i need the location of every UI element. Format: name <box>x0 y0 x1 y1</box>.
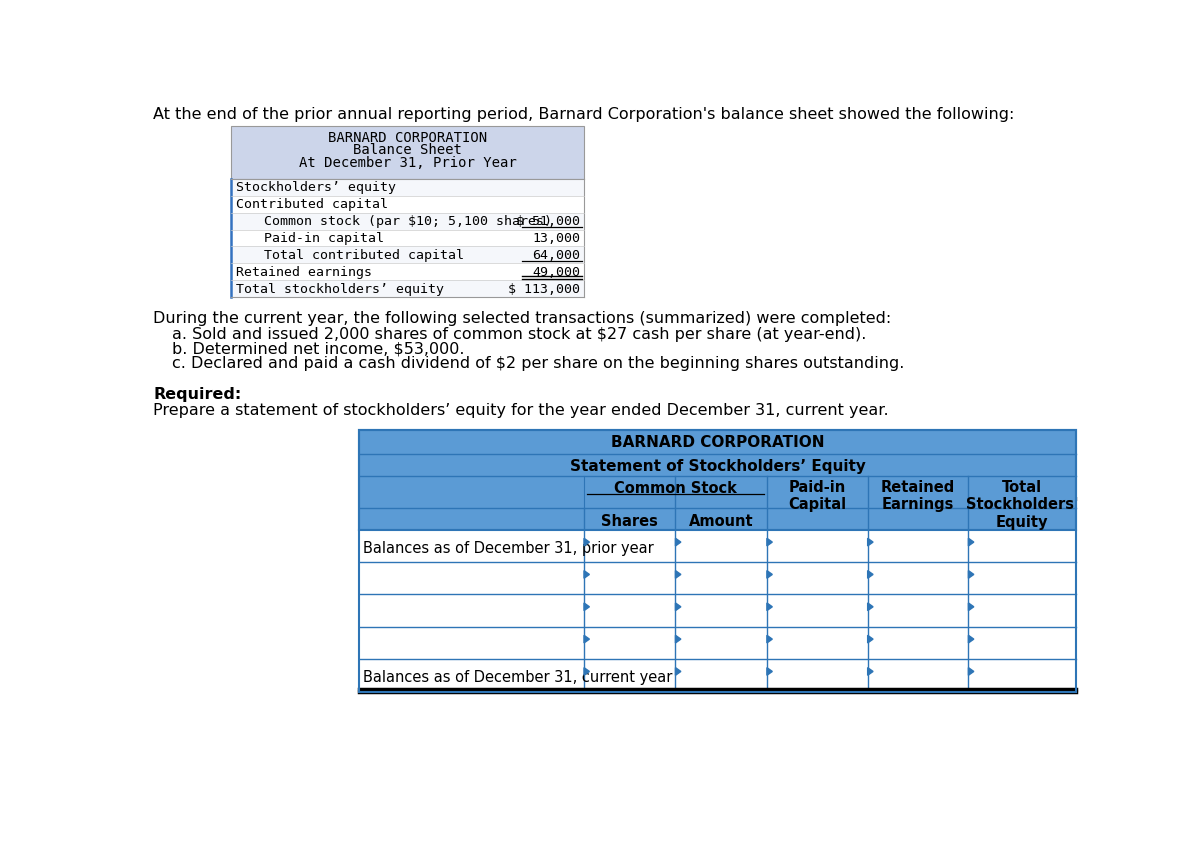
Bar <box>359 659 1076 691</box>
Text: Retained earnings: Retained earnings <box>236 266 372 278</box>
Bar <box>359 627 1076 659</box>
Polygon shape <box>868 635 874 643</box>
Polygon shape <box>868 668 874 675</box>
Polygon shape <box>968 538 974 546</box>
Bar <box>359 595 1076 627</box>
Polygon shape <box>968 570 974 579</box>
Text: Paid-in
Capital: Paid-in Capital <box>788 479 846 512</box>
Text: Total stockholders’ equity: Total stockholders’ equity <box>236 283 444 296</box>
Text: Total
Stockholders'
Equity: Total Stockholders' Equity <box>966 479 1079 530</box>
Text: 49,000: 49,000 <box>532 266 580 278</box>
Polygon shape <box>767 668 773 675</box>
Text: BARNARD CORPORATION: BARNARD CORPORATION <box>611 435 824 450</box>
Polygon shape <box>584 603 589 611</box>
Text: Amount: Amount <box>689 514 754 529</box>
Text: Statement of Stockholders’ Equity: Statement of Stockholders’ Equity <box>570 459 865 474</box>
Polygon shape <box>868 603 874 611</box>
Text: Prepare a statement of stockholders’ equity for the year ended December 31, curr: Prepare a statement of stockholders’ equ… <box>154 403 889 418</box>
Text: Shares: Shares <box>601 514 658 529</box>
Polygon shape <box>767 538 773 546</box>
Polygon shape <box>676 538 680 546</box>
Polygon shape <box>584 635 589 643</box>
Bar <box>232 263 584 280</box>
Text: Required:: Required: <box>154 388 241 402</box>
Text: Common stock (par $10; 5,100 shares): Common stock (par $10; 5,100 shares) <box>264 215 552 228</box>
Polygon shape <box>767 603 773 611</box>
Polygon shape <box>676 635 680 643</box>
Bar <box>232 246 584 263</box>
Polygon shape <box>584 570 589 579</box>
Polygon shape <box>676 603 680 611</box>
Polygon shape <box>767 570 773 579</box>
Text: At December 31, Prior Year: At December 31, Prior Year <box>299 156 516 170</box>
Text: Contributed capital: Contributed capital <box>236 198 388 211</box>
Text: BARNARD CORPORATION: BARNARD CORPORATION <box>328 131 487 145</box>
Text: During the current year, the following selected transactions (summarized) were c: During the current year, the following s… <box>154 311 892 326</box>
Polygon shape <box>676 570 680 579</box>
Text: b. Determined net income, $53,000.: b. Determined net income, $53,000. <box>172 341 464 356</box>
Text: c. Declared and paid a cash dividend of $2 per share on the beginning shares out: c. Declared and paid a cash dividend of … <box>172 356 904 371</box>
Bar <box>232 196 584 213</box>
Bar <box>359 430 1076 530</box>
Text: $ 113,000: $ 113,000 <box>508 283 580 296</box>
Text: At the end of the prior annual reporting period, Barnard Corporation's balance s: At the end of the prior annual reporting… <box>154 107 1014 122</box>
Text: a. Sold and issued 2,000 shares of common stock at $27 cash per share (at year-e: a. Sold and issued 2,000 shares of commo… <box>172 326 866 341</box>
Text: Stockholders’ equity: Stockholders’ equity <box>236 181 396 194</box>
Text: Balances as of December 31, current year: Balances as of December 31, current year <box>364 670 672 685</box>
Polygon shape <box>968 603 974 611</box>
Polygon shape <box>868 538 874 546</box>
Text: Common Stock: Common Stock <box>614 481 737 496</box>
Polygon shape <box>767 635 773 643</box>
Polygon shape <box>968 635 974 643</box>
Polygon shape <box>676 668 680 675</box>
Bar <box>359 530 1076 562</box>
Polygon shape <box>584 668 589 675</box>
Text: 13,000: 13,000 <box>532 232 580 245</box>
Polygon shape <box>868 570 874 579</box>
Text: Total contributed capital: Total contributed capital <box>264 249 464 262</box>
Text: Retained
Earnings: Retained Earnings <box>881 479 955 512</box>
Polygon shape <box>584 538 589 546</box>
Text: $ 51,000: $ 51,000 <box>516 215 580 228</box>
Bar <box>232 230 584 246</box>
Bar <box>359 430 1076 691</box>
Bar <box>359 562 1076 595</box>
Text: 64,000: 64,000 <box>532 249 580 262</box>
Text: Balances as of December 31, prior year: Balances as of December 31, prior year <box>364 541 654 556</box>
Polygon shape <box>968 668 974 675</box>
Text: Balance Sheet: Balance Sheet <box>353 143 462 157</box>
Bar <box>232 178 584 196</box>
Bar <box>232 280 584 297</box>
Bar <box>232 213 584 230</box>
Bar <box>232 126 584 178</box>
Text: Paid-in capital: Paid-in capital <box>264 232 384 245</box>
